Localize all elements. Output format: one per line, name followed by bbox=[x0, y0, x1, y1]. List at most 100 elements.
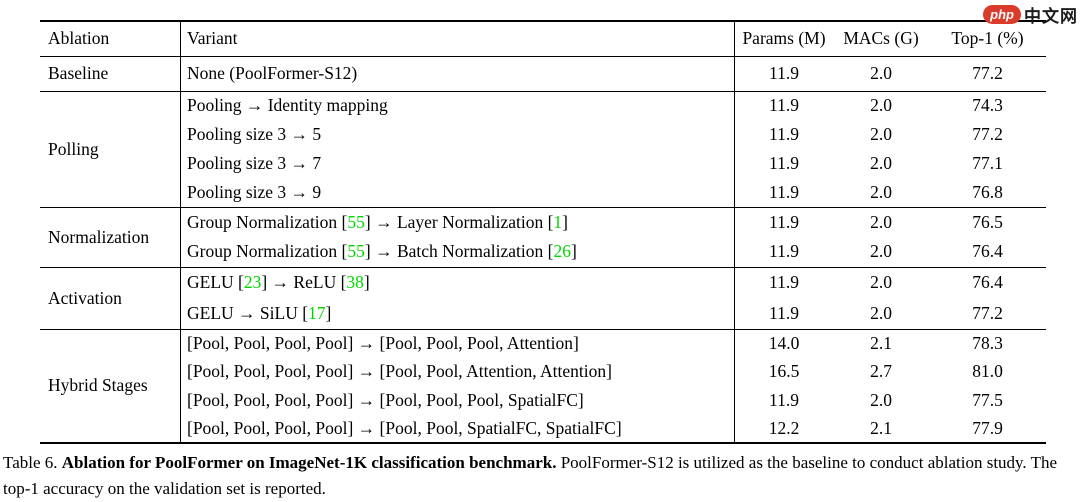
ablation-cell: Normalization bbox=[40, 206, 181, 267]
variant-cell: GELU [23] → ReLU [38] bbox=[180, 266, 735, 298]
variant-text: Pooling → Identity mapping bbox=[187, 95, 388, 116]
variant-cell: [Pool, Pool, Pool, Pool] → [Pool, Pool, … bbox=[180, 386, 735, 415]
variant-text: Pooling size 3 → 5 bbox=[187, 124, 322, 144]
table-row: [Pool, Pool, Pool, Pool] → [Pool, Pool, … bbox=[40, 357, 1046, 386]
caption-bold-title: Ablation for PoolFormer on ImageNet-1K c… bbox=[61, 453, 557, 472]
variant-text: Pooling size 3 → 7 bbox=[187, 153, 322, 173]
variant-text: Pooling size 3 → 9 bbox=[187, 181, 322, 202]
watermark: php 中文网 bbox=[983, 2, 1078, 27]
variant-text: [Pool, Pool, Pool, Pool] → [Pool, Pool, … bbox=[187, 361, 612, 382]
variant-text: ] bbox=[570, 241, 577, 262]
citation-ref: 17 bbox=[308, 302, 326, 323]
params-cell: 11.9 bbox=[734, 206, 833, 237]
variant-cell: GELU → SiLU [17] bbox=[180, 298, 735, 329]
params-cell: 14.0 bbox=[734, 328, 833, 358]
header-ablation: Ablation bbox=[40, 21, 181, 57]
macs-cell: 2.1 bbox=[833, 328, 929, 358]
params-cell: 11.9 bbox=[769, 302, 799, 323]
variant-text: ] bbox=[325, 302, 332, 323]
variant-text: GELU [ bbox=[187, 272, 244, 293]
macs-cell: 2.0 bbox=[870, 302, 892, 323]
top1-cell: 78.3 bbox=[929, 328, 1046, 358]
table-caption: Table 6. Ablation for PoolFormer on Imag… bbox=[3, 450, 1078, 501]
params-cell: 11.9 bbox=[769, 153, 799, 173]
variant-text: None (PoolFormer-S12) bbox=[187, 63, 358, 83]
variant-text: ] → Layer Normalization [ bbox=[364, 211, 554, 232]
macs-cell: 2.0 bbox=[833, 266, 929, 298]
variant-text: [Pool, Pool, Pool, Pool] → [Pool, Pool, … bbox=[187, 389, 584, 410]
top1-cell: 77.1 bbox=[972, 153, 1003, 173]
params-cell: 11.9 bbox=[734, 90, 833, 120]
variant-text: [Pool, Pool, Pool, Pool] → [Pool, Pool, … bbox=[187, 417, 622, 438]
ablation-table: Ablation Variant Params (M) MACs (G) Top… bbox=[40, 20, 1046, 444]
table-row: Pooling size 3 → 5 11.9 2.0 77.2 bbox=[40, 120, 1046, 149]
table-row: Group Normalization [55] → Batch Normali… bbox=[40, 237, 1046, 267]
top1-cell: 76.8 bbox=[972, 181, 1003, 202]
header-row: Ablation Variant Params (M) MACs (G) Top… bbox=[40, 21, 1046, 57]
variant-text: ] bbox=[562, 211, 568, 232]
macs-cell: 2.0 bbox=[833, 90, 929, 120]
ablation-cell: Polling bbox=[40, 90, 181, 207]
variant-text: GELU → SiLU [ bbox=[187, 302, 309, 323]
variant-text: [Pool, Pool, Pool, Pool] → [Pool, Pool, … bbox=[187, 333, 579, 353]
variant-cell: Pooling → Identity mapping bbox=[180, 90, 735, 120]
params-cell: 11.9 bbox=[769, 389, 799, 410]
citation-ref: 26 bbox=[553, 241, 571, 262]
table-row: Normalization Group Normalization [55] → … bbox=[40, 206, 1046, 267]
variant-text: Group Normalization [ bbox=[187, 241, 348, 262]
caption-label: Table 6. bbox=[3, 453, 62, 472]
citation-ref: 1 bbox=[553, 211, 563, 232]
variant-text: ] → Batch Normalization [ bbox=[364, 241, 554, 262]
table-row: Activation GELU [23] → ReLU [38] 11.9 2.0 76… bbox=[40, 266, 1046, 329]
top1-cell: 77.5 bbox=[972, 389, 1003, 410]
table-row: Baseline None (PoolFormer-S12) 11.9 2.0 77.2 bbox=[40, 55, 1046, 91]
params-cell: 11.9 bbox=[769, 181, 799, 202]
variant-cell: [Pool, Pool, Pool, Pool] → [Pool, Pool, … bbox=[180, 357, 735, 386]
macs-cell: 2.0 bbox=[870, 153, 892, 173]
table-row: Hybrid Stages [Pool, Pool, Pool, Pool] → … bbox=[40, 328, 1046, 443]
header-top1: Top-1 (%) bbox=[929, 21, 1046, 57]
variant-text: ] bbox=[363, 272, 370, 293]
params-cell: 11.9 bbox=[734, 266, 833, 298]
macs-cell: 2.0 bbox=[870, 241, 892, 262]
variant-text: Group Normalization [ bbox=[187, 211, 348, 232]
params-cell: 11.9 bbox=[769, 241, 799, 262]
table-row: Polling Pooling → Identity mapping 11.9 2.0… bbox=[40, 90, 1046, 207]
top1-cell: 77.2 bbox=[972, 124, 1003, 144]
header-params: Params (M) bbox=[734, 21, 833, 57]
table-row: Pooling size 3 → 7 11.9 2.0 77.1 bbox=[40, 149, 1046, 178]
top1-cell: 77.2 bbox=[929, 55, 1046, 91]
table-body: Baseline None (PoolFormer-S12) 11.9 2.0 77.2… bbox=[40, 55, 1046, 443]
ablation-cell: Hybrid Stages bbox=[40, 328, 181, 443]
macs-cell: 2.0 bbox=[870, 124, 892, 144]
ablation-cell: Activation bbox=[40, 266, 181, 329]
top1-cell: 76.4 bbox=[972, 241, 1003, 262]
macs-cell: 2.1 bbox=[870, 417, 892, 438]
table-row: Pooling size 3 → 9 11.9 2.0 76.8 bbox=[40, 178, 1046, 207]
params-cell: 11.9 bbox=[769, 124, 799, 144]
top1-cell: 77.9 bbox=[972, 417, 1003, 438]
caption-rest: PoolFormer-S12 is utilized as the baseli… bbox=[3, 453, 1058, 498]
macs-cell: 2.0 bbox=[870, 181, 892, 202]
macs-cell: 2.0 bbox=[833, 206, 929, 237]
macs-cell: 2.0 bbox=[833, 55, 929, 91]
watermark-text: 中文网 bbox=[1024, 7, 1078, 26]
citation-ref: 55 bbox=[347, 241, 365, 262]
ablation-cell: Baseline bbox=[40, 55, 181, 91]
top1-cell: 76.4 bbox=[929, 266, 1046, 298]
variant-cell: [Pool, Pool, Pool, Pool] → [Pool, Pool, … bbox=[180, 328, 735, 358]
params-cell: 12.2 bbox=[768, 417, 800, 438]
variant-cell: Group Normalization [55] → Layer Normali… bbox=[180, 206, 735, 237]
variant-cell: Pooling size 3 → 7 bbox=[180, 149, 735, 178]
macs-cell: 2.7 bbox=[870, 361, 892, 382]
header-macs: MACs (G) bbox=[833, 21, 929, 57]
variant-cell: Pooling size 3 → 9 bbox=[180, 178, 735, 207]
header-variant: Variant bbox=[180, 21, 735, 57]
citation-ref: 38 bbox=[346, 272, 364, 293]
variant-text: ] → ReLU [ bbox=[261, 272, 347, 293]
params-cell: 16.5 bbox=[768, 361, 800, 382]
citation-ref: 55 bbox=[347, 211, 365, 232]
variant-cell: None (PoolFormer-S12) bbox=[180, 55, 735, 91]
variant-cell: Group Normalization [55] → Batch Normali… bbox=[180, 237, 735, 267]
table-row: [Pool, Pool, Pool, Pool] → [Pool, Pool, … bbox=[40, 414, 1046, 443]
